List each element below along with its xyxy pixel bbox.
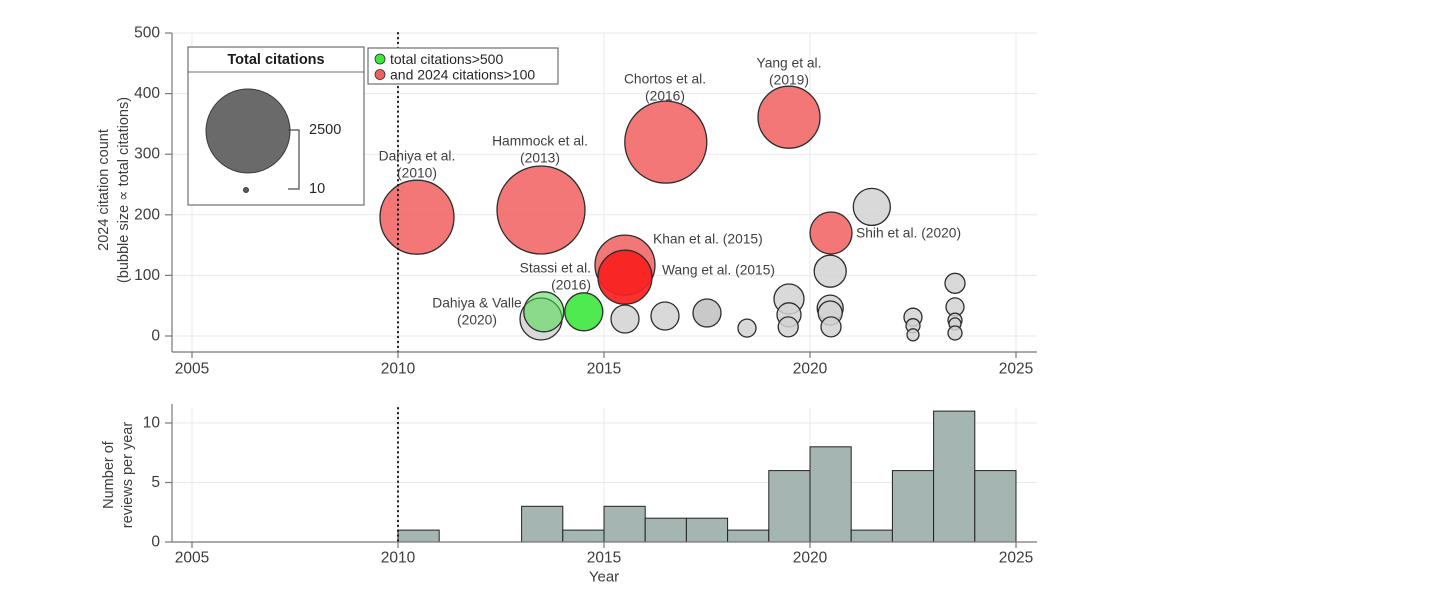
y-tick-label: 200 [134, 206, 160, 223]
size-legend-min-label: 10 [309, 181, 325, 197]
annotation: Dahiya et al. [379, 149, 456, 164]
bubble-chart: 2005 2010 2015 2020 2025 0 100 200 300 400 500 2024… [96, 25, 1037, 378]
y-axis-label-line1: 2024 citation count [96, 129, 112, 251]
bar-2013 [521, 505, 564, 543]
bar-2015 [603, 505, 646, 543]
reviews-per-year-histogram: 2005 2010 2015 2020 2025 0 5 10 Number of reviews… [101, 404, 1037, 586]
bubble-dahiya-et-al-2010 [379, 179, 455, 255]
annotation: Wang et al. (2015) [662, 263, 775, 278]
bar-2021 [850, 529, 893, 543]
bar-2022 [891, 470, 935, 543]
annotation: Yang et al. [757, 56, 822, 71]
y-tick-label: 100 [134, 267, 160, 284]
annotation: (2016) [645, 89, 685, 104]
bar-2016 [644, 517, 687, 543]
size-legend: Total citations 2500 10 [187, 46, 365, 206]
bubble-wang-et-al-2015 [597, 249, 653, 305]
bubble-shih-et-al-2020 [809, 211, 853, 255]
legend-label: and 2024 citations>100 [390, 67, 535, 83]
size-legend-bracket [288, 129, 300, 190]
annotation: Shih et al. (2020) [856, 226, 961, 241]
y-tick-label: 0 [151, 534, 160, 551]
x-tick-label: 2005 [175, 361, 209, 378]
x-axis-label: Year [589, 569, 619, 586]
bubble-hammock-et-al-2013 [496, 165, 586, 255]
size-legend-max-label: 2500 [309, 122, 341, 138]
size-legend-min-circle [242, 186, 249, 193]
y-tick-label: 500 [134, 25, 160, 42]
x-tick-label: 2005 [175, 550, 209, 567]
legend-marker-red [374, 69, 386, 80]
y-tick-label: 10 [143, 415, 161, 432]
x-tick-label: 2010 [381, 550, 416, 567]
bubble [820, 316, 842, 338]
bar-2014 [562, 529, 605, 543]
annotation: (2020) [457, 313, 497, 328]
legend-box [367, 47, 559, 85]
annotation: (2010) [397, 166, 437, 181]
bubble [650, 301, 680, 331]
bar-2023 [933, 410, 976, 543]
bubble [813, 254, 847, 288]
bubble [777, 316, 799, 338]
bar-2020 [809, 446, 852, 543]
x-tick-label: 2025 [999, 550, 1033, 567]
y-axis-label-line2: (bubble size ∝ total citations) [116, 97, 132, 283]
x-tick-label: 2020 [793, 361, 828, 378]
x-tick-label: 2015 [587, 361, 621, 378]
bubble-dahiya-valle-2020 [523, 291, 565, 333]
bubble [906, 328, 920, 342]
bubble-stassi-et-al-2016 [564, 292, 604, 332]
size-legend-max-circle [205, 88, 291, 174]
annotation: Khan et al. (2015) [653, 232, 763, 247]
annotation: Stassi et al. [520, 261, 591, 276]
annotation: (2016) [551, 278, 591, 293]
y-tick-label: 0 [151, 328, 160, 345]
x-tick-label: 2025 [999, 361, 1033, 378]
legend-label: total citations>500 [390, 51, 503, 67]
y-axis-label-line2: reviews per year [120, 422, 136, 529]
bubble [610, 304, 640, 334]
x-tick-label: 2015 [587, 550, 621, 567]
bar-2017 [685, 517, 729, 543]
y-tick-label: 300 [134, 146, 160, 163]
annotation: (2013) [520, 151, 560, 166]
bubble-yang-et-al-2019 [757, 85, 821, 149]
bubble [692, 298, 722, 328]
annotation: (2019) [769, 73, 809, 88]
annotation: Hammock et al. [492, 134, 588, 149]
bar-2010 [397, 529, 440, 543]
y-axis-label-line1: Number of [101, 440, 117, 509]
bubble [737, 318, 757, 338]
y-tick-label: 400 [134, 85, 160, 102]
bar-2024 [974, 470, 1017, 543]
x-tick-label: 2020 [793, 550, 828, 567]
bubble [947, 325, 963, 341]
bar-2019 [768, 470, 811, 543]
annotation: Chortos et al. [624, 72, 706, 87]
bubble-chortos-et-al-2016 [624, 100, 708, 184]
bar-2018 [727, 529, 770, 543]
annotation: Dahiya & Valle [432, 296, 522, 311]
size-legend-title: Total citations [227, 52, 324, 68]
y-tick-label: 5 [151, 474, 160, 491]
bubble [944, 272, 966, 294]
bubble [852, 187, 891, 227]
legend-marker-green [374, 53, 386, 65]
x-tick-label: 2010 [381, 361, 416, 378]
